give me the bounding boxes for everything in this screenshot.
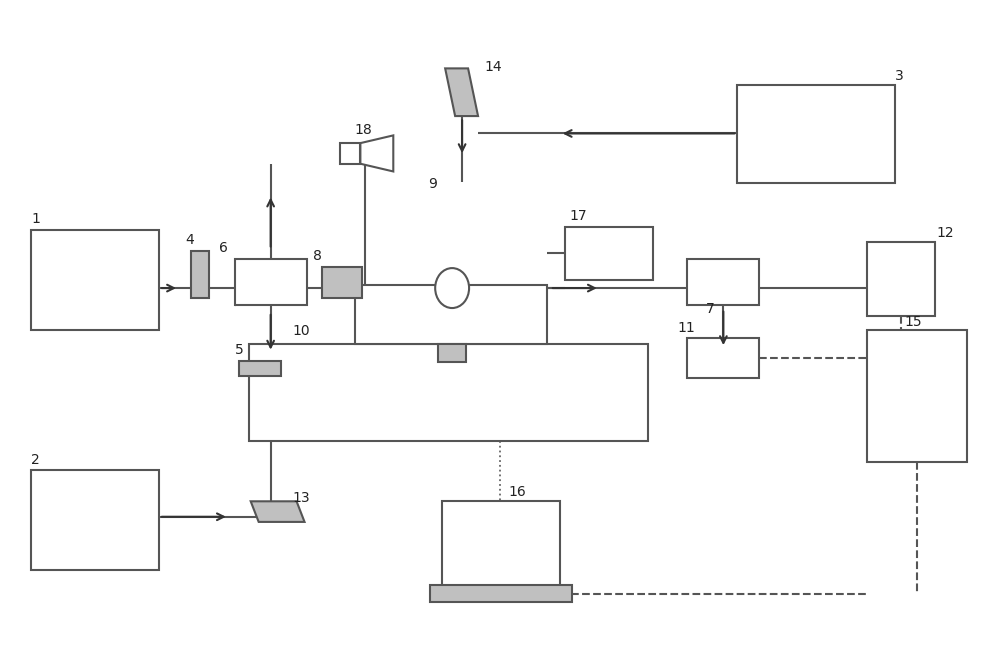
Text: 1: 1: [31, 212, 40, 226]
Text: 12: 12: [937, 226, 954, 240]
Bar: [438, 344, 466, 362]
Polygon shape: [251, 501, 305, 522]
Bar: [867, 330, 967, 462]
Text: 14: 14: [484, 60, 502, 74]
Text: 8: 8: [313, 249, 321, 263]
Text: 4: 4: [185, 234, 194, 248]
Bar: [355, 285, 547, 344]
Bar: [565, 227, 653, 280]
Bar: [249, 344, 648, 441]
Text: 9: 9: [428, 177, 437, 191]
Polygon shape: [340, 143, 360, 164]
Text: 10: 10: [293, 324, 310, 338]
Bar: [239, 361, 281, 377]
Polygon shape: [360, 135, 393, 171]
Text: 7: 7: [705, 302, 714, 316]
Bar: [687, 338, 759, 378]
Text: 6: 6: [219, 241, 228, 255]
Bar: [430, 585, 572, 602]
Text: 5: 5: [235, 343, 243, 357]
Polygon shape: [445, 69, 478, 116]
Bar: [235, 259, 307, 305]
Bar: [867, 242, 935, 316]
Bar: [687, 259, 759, 305]
Text: 2: 2: [31, 452, 40, 466]
Text: 3: 3: [895, 69, 904, 83]
Bar: [191, 251, 209, 298]
Bar: [31, 470, 159, 569]
Text: 16: 16: [508, 485, 526, 499]
Text: 11: 11: [678, 321, 695, 335]
Text: 17: 17: [570, 209, 587, 223]
Ellipse shape: [435, 268, 469, 308]
Bar: [442, 501, 560, 586]
Bar: [31, 230, 159, 330]
Bar: [322, 267, 362, 298]
Text: 13: 13: [293, 491, 310, 505]
Text: 18: 18: [354, 123, 372, 137]
Text: 15: 15: [905, 314, 922, 329]
Bar: [737, 85, 895, 183]
